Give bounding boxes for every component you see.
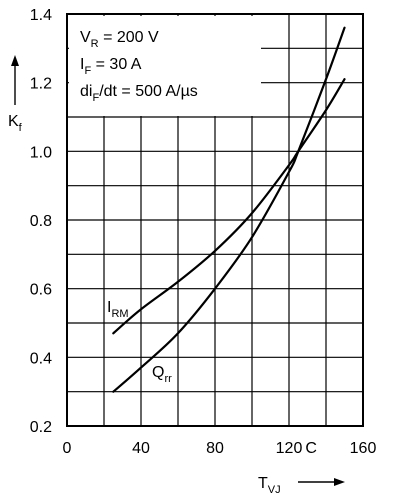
grid-layer: [66, 13, 364, 427]
condition-line-main: di: [80, 83, 92, 100]
series-label-irm: IRM: [107, 299, 129, 320]
y-tick-label: 0.4: [30, 350, 52, 367]
y-axis-arrow-head: [11, 55, 19, 66]
y-tick-label: 1.2: [30, 76, 52, 93]
y-axis-label: Kf: [8, 113, 23, 134]
series-label-qrr: Qrr: [152, 364, 172, 385]
condition-line-main: I: [80, 56, 84, 73]
series-label-qrr-sub: rr: [164, 373, 172, 385]
series-line-irm: [112, 78, 346, 335]
condition-line: IF = 30 A: [80, 56, 142, 77]
y-axis-label-main: K: [8, 113, 19, 130]
x-tick-label: 40: [132, 440, 150, 457]
x-tick-label: 120: [276, 440, 303, 457]
series-label-irm-main: I: [107, 299, 111, 316]
series-label-qrr-main: Q: [152, 364, 164, 381]
y-tick-label: 1.4: [30, 7, 52, 24]
y-axis-label-sub: f: [19, 122, 23, 134]
y-tick-label: 0.2: [30, 419, 52, 436]
tick-layer: 0.2 0.4 0.6 0.8 1.0 1.2 1.4 0 40 80 120 160 C: [30, 7, 377, 457]
x-tick-label: 80: [206, 440, 224, 457]
condition-line: VR = 200 V: [80, 29, 159, 50]
condition-line-main: V: [80, 29, 91, 46]
condition-line-sub: F: [84, 65, 91, 77]
x-axis-label-main: T: [258, 475, 268, 492]
x-unit-label: C: [305, 440, 317, 457]
condition-line-sub: R: [91, 38, 99, 50]
x-axis-label: TVJ: [258, 475, 281, 496]
conditions-box: [69, 16, 261, 116]
x-axis-arrow-head: [334, 478, 345, 486]
condition-line-sub: F: [92, 92, 99, 104]
condition-line: diF/dt = 500 A/µs: [80, 83, 198, 104]
x-tick-label: 0: [63, 440, 72, 457]
y-tick-label: 0.8: [30, 213, 52, 230]
condition-line-post: = 200 V: [99, 29, 159, 46]
y-tick-label: 1.0: [30, 144, 52, 161]
series-label-irm-sub: RM: [111, 308, 128, 320]
condition-line-post: /dt = 500 A/µs: [99, 83, 198, 100]
condition-line-post: = 30 A: [91, 56, 142, 73]
plot-frame: [66, 13, 364, 427]
x-tick-label: 160: [350, 440, 377, 457]
y-tick-label: 0.6: [30, 282, 52, 299]
x-axis-label-sub: VJ: [268, 484, 281, 496]
series-line-qrr: [112, 26, 346, 393]
series-layer: [112, 26, 346, 393]
